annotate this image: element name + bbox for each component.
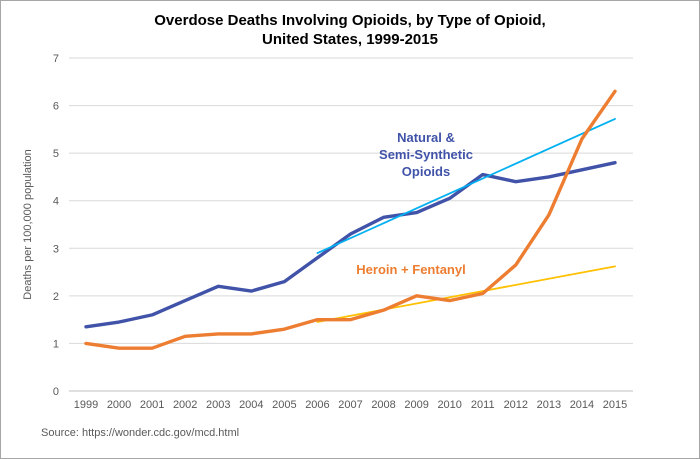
chart-title-line2: United States, 1999-2015 — [262, 31, 438, 48]
x-tick-label: 2013 — [537, 399, 561, 411]
series-label-natural-semi-synthetic: Natural & Semi-Synthetic Opioids — [379, 130, 473, 179]
chart-title-line1: Overdose Deaths Involving Opioids, by Ty… — [154, 12, 546, 29]
y-tick-label: 6 — [53, 101, 59, 113]
y-tick-label: 0 — [53, 386, 59, 398]
y-axis-title: Deaths per 100,000 population — [22, 149, 34, 299]
series-label-heroin-fentanyl: Heroin + Fentanyl — [356, 262, 466, 277]
x-tick-label: 2008 — [371, 399, 395, 411]
chart-title: Overdose Deaths Involving Opioids, by Ty… — [1, 11, 699, 49]
series-line-heroin-fentanyl — [84, 89, 617, 350]
x-tick-label: 2015 — [603, 399, 627, 411]
x-tick-label: 2004 — [239, 399, 263, 411]
x-tick-label: 1999 — [74, 399, 98, 411]
x-tick-label: 2002 — [173, 399, 197, 411]
x-tick-label: 2003 — [206, 399, 230, 411]
x-tick-label: 2000 — [107, 399, 131, 411]
series-line-heroin-fentanyl-trend — [316, 265, 616, 323]
y-tick-label: 1 — [53, 338, 59, 350]
x-tick-label: 2009 — [404, 399, 428, 411]
y-tick-label: 3 — [53, 243, 59, 255]
x-tick-label: 2007 — [338, 399, 362, 411]
x-tick-label: 2005 — [272, 399, 296, 411]
series-line-natural-semi-synthetic-opioids — [84, 160, 617, 329]
y-tick-label: 4 — [53, 196, 59, 208]
x-tick-label: 2001 — [140, 399, 164, 411]
y-tick-label: 2 — [53, 291, 59, 303]
x-tick-label: 2014 — [570, 399, 594, 411]
x-tick-label: 2006 — [305, 399, 329, 411]
x-tick-label: 2012 — [504, 399, 528, 411]
y-tick-label: 7 — [53, 53, 59, 65]
x-tick-label: 2010 — [437, 399, 461, 411]
x-tick-label: 2011 — [471, 399, 495, 411]
source-note: Source: https://wonder.cdc.gov/mcd.html — [41, 427, 240, 439]
series-line-natural-semi-synthetic-opioids-trend — [316, 117, 616, 254]
y-tick-label: 5 — [53, 148, 59, 160]
